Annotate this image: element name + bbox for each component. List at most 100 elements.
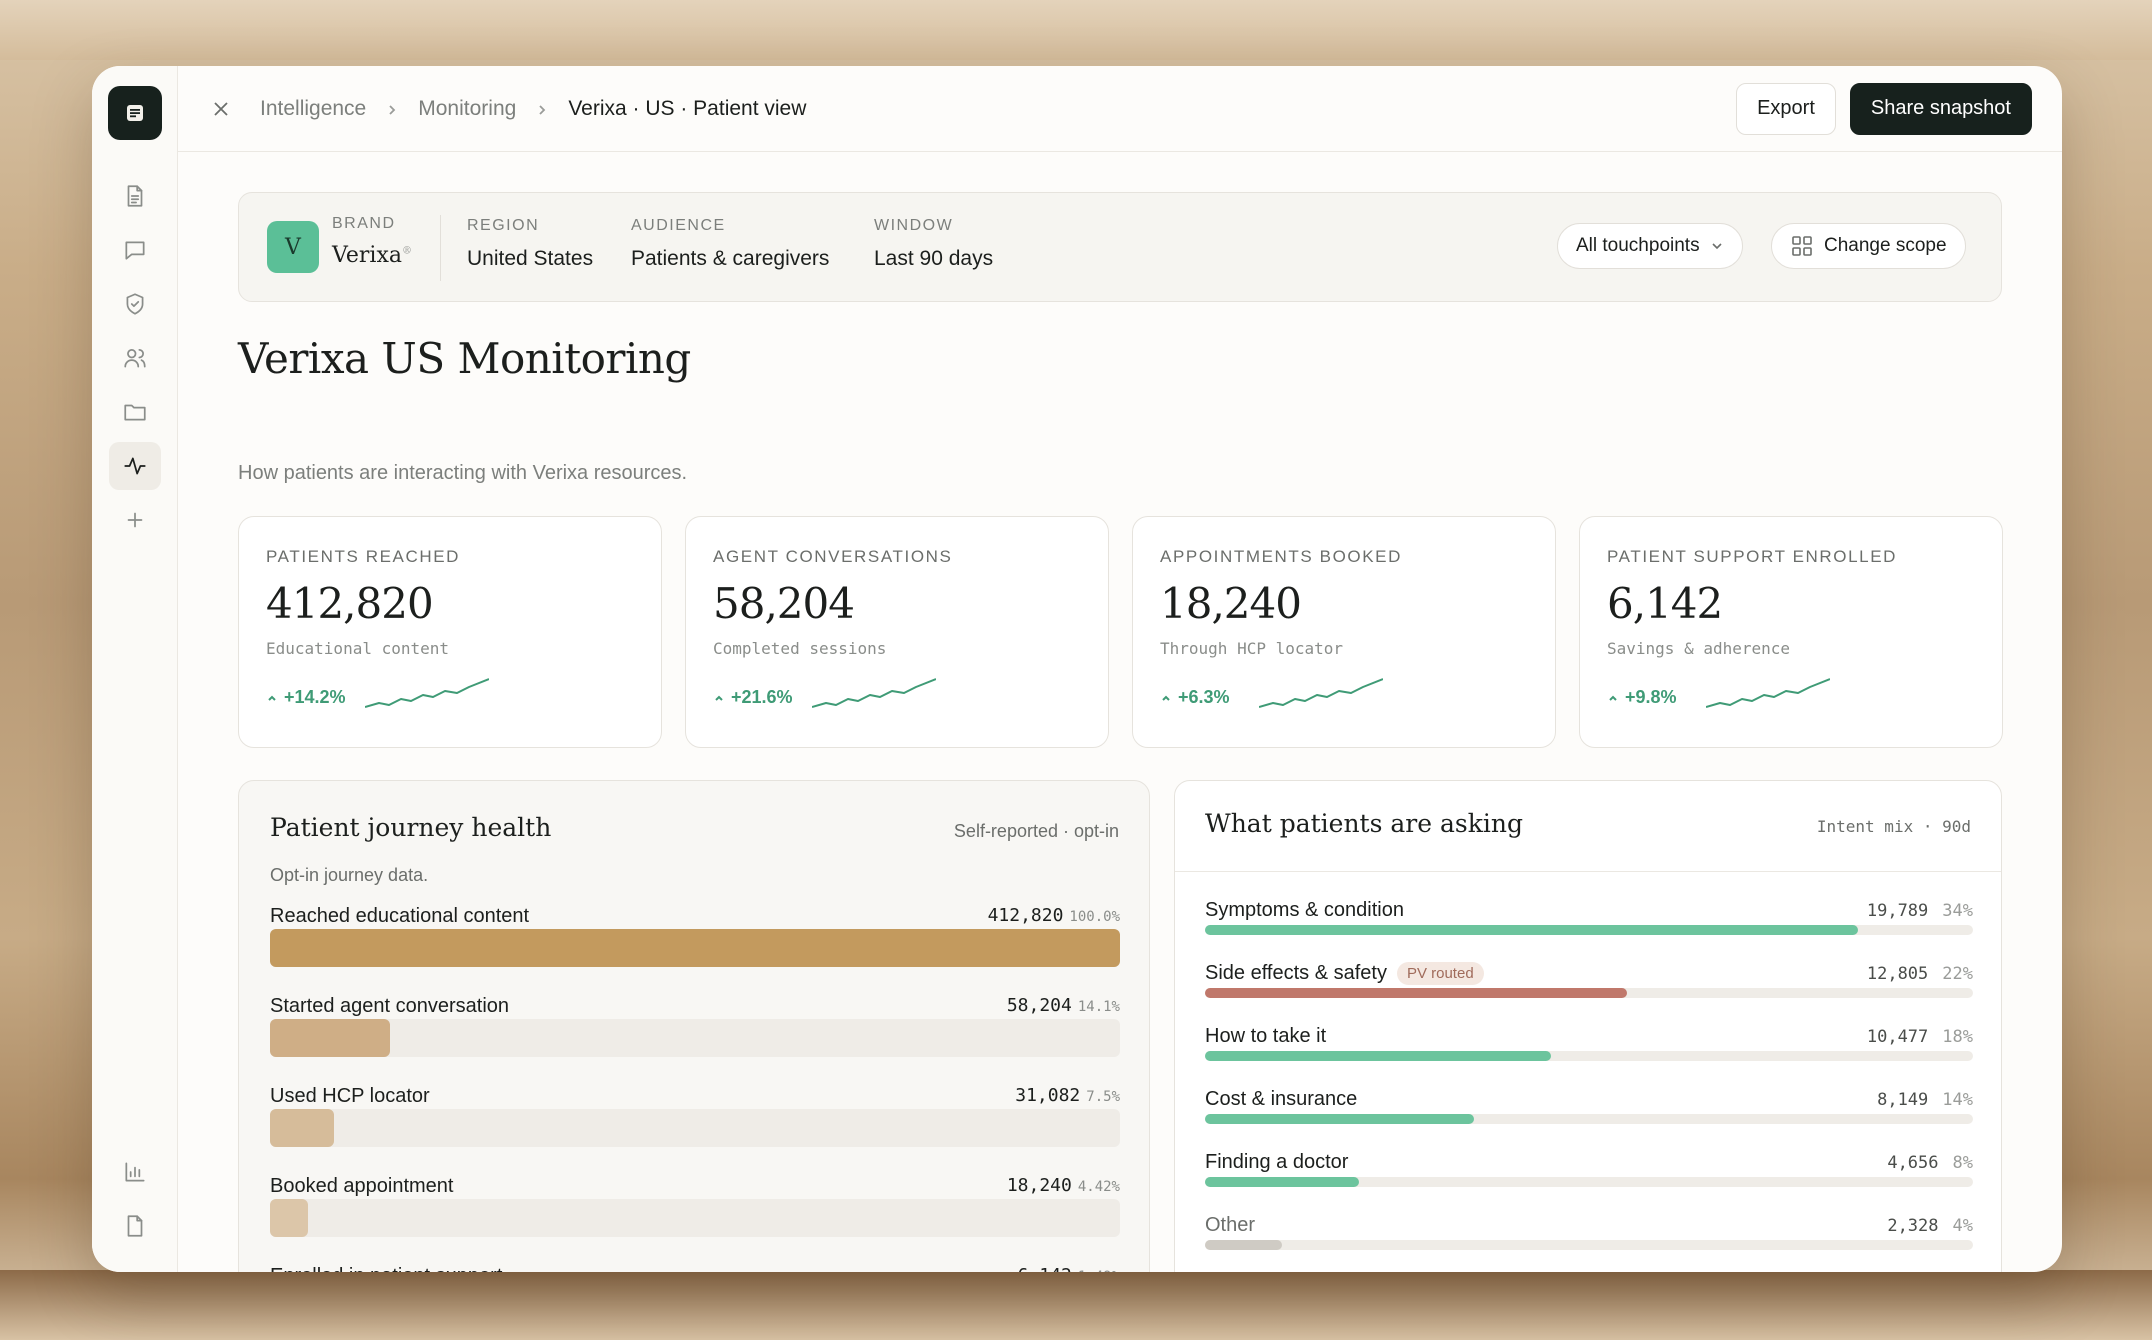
intent-bar-track [1205, 925, 1973, 935]
kpi-delta: +21.6% [713, 687, 793, 708]
kpi-label: APPOINTMENTS BOOKED [1160, 547, 1402, 566]
breadcrumb-current: Verixa · US · Patient view [568, 96, 807, 120]
intent-row[interactable]: Finding a doctor 4,656 8% [1205, 1151, 1973, 1211]
close-button[interactable] [208, 96, 234, 122]
journey-bar-track [270, 1199, 1120, 1237]
intent-bar-fill [1205, 1240, 1282, 1250]
journey-row-count: 31,082 7.5% [1015, 1085, 1120, 1106]
journey-row: Booked appointment 18,240 4.42% [270, 1175, 1120, 1255]
sidebar-item-conversations[interactable] [109, 226, 161, 274]
sidebar-item-analytics[interactable] [109, 1148, 161, 1196]
folder-icon [124, 404, 146, 421]
intent-row-count: 4,656 8% [1887, 1153, 1973, 1173]
intent-row[interactable]: Symptoms & condition 19,789 34% [1205, 899, 1973, 959]
scope-bar: V BRAND Verixa® REGION United States AUD… [238, 192, 2002, 302]
intent-row-label: How to take it [1205, 1025, 1327, 1047]
intent-row[interactable]: Other 2,328 4% [1205, 1214, 1973, 1272]
intent-row-label: Side effects & safety PV routed [1205, 962, 1484, 985]
divider [440, 215, 441, 281]
asking-panel: What patients are asking Intent mix · 90… [1174, 780, 2002, 1272]
topbar: Intelligence Monitoring Verixa · US · Pa… [178, 66, 2062, 152]
journey-bar-track [270, 1019, 1120, 1057]
sidebar-item-add[interactable] [109, 496, 161, 544]
journey-row-label: Booked appointment [270, 1175, 454, 1197]
sidebar-item-monitoring[interactable] [109, 442, 161, 490]
kpi-value: 412,820 [266, 579, 434, 628]
journey-row-count: 412,820 100.0% [987, 905, 1120, 926]
touchpoints-dropdown[interactable]: All touchpoints [1557, 223, 1743, 269]
window-value: Last 90 days [874, 247, 994, 270]
kpi-note: Savings & adherence [1607, 639, 1791, 658]
export-button[interactable]: Export [1736, 82, 1836, 135]
intent-row[interactable]: Cost & insurance 8,149 14% [1205, 1088, 1973, 1148]
asking-meta: Intent mix · 90d [1816, 817, 1971, 836]
region-label: REGION [467, 217, 540, 234]
intent-bar-track [1205, 1240, 1973, 1250]
asking-title: What patients are asking [1205, 809, 1523, 838]
journey-row-label: Reached educational content [270, 905, 530, 927]
change-scope-label: Change scope [1824, 235, 1947, 256]
intent-bar-fill [1205, 1051, 1551, 1061]
change-scope-button[interactable]: Change scope [1771, 223, 1966, 269]
sidebar-item-documents[interactable] [109, 172, 161, 220]
audience-value: Patients & caregivers [631, 247, 830, 270]
intent-row[interactable]: How to take it 10,477 18% [1205, 1025, 1973, 1085]
kpi-card-patient-support[interactable]: PATIENT SUPPORT ENROLLED 6,142 Savings &… [1579, 516, 2003, 748]
share-snapshot-button[interactable]: Share snapshot [1849, 82, 2032, 135]
sidebar-item-safety[interactable] [109, 280, 161, 328]
intent-row-count: 12,805 22% [1866, 964, 1973, 984]
page-title: Verixa US Monitoring [238, 334, 691, 383]
app-logo[interactable] [108, 86, 162, 140]
region-value: United States [467, 247, 594, 270]
breadcrumb-monitoring[interactable]: Monitoring [418, 96, 517, 120]
sidebar-item-files[interactable] [109, 1202, 161, 1250]
breadcrumb-intelligence[interactable]: Intelligence [260, 96, 367, 120]
activity-icon [124, 457, 146, 475]
kpi-delta: +6.3% [1160, 687, 1230, 708]
journey-row-count: 58,204 14.1% [1006, 995, 1120, 1016]
intent-bar-fill [1205, 1114, 1474, 1124]
users-icon [124, 349, 146, 368]
intent-bar-fill [1205, 1177, 1359, 1187]
journey-bar-track [270, 929, 1120, 967]
kpi-card-patients-reached[interactable]: PATIENTS REACHED 412,820 Educational con… [238, 516, 662, 748]
intent-row-count: 2,328 4% [1887, 1216, 1973, 1236]
chevron-right-icon [386, 103, 398, 115]
brand-name: Verixa® [332, 243, 412, 268]
document-icon [127, 185, 143, 207]
journey-row: Used HCP locator 31,082 7.5% [270, 1085, 1120, 1165]
sparkline [1706, 678, 1830, 708]
sidebar [92, 66, 178, 1272]
journey-bar-fill [270, 1019, 390, 1057]
journey-row: Enrolled in patient support 6,1421.49% [270, 1265, 1120, 1272]
kpi-label: AGENT CONVERSATIONS [713, 547, 953, 566]
journey-row: Started agent conversation 58,204 14.1% [270, 995, 1120, 1075]
journey-row-label: Used HCP locator [270, 1085, 430, 1107]
chevron-up-icon [268, 695, 276, 701]
journey-panel: Patient journey health Self-reported · o… [238, 780, 1150, 1272]
bar-chart-icon [125, 1162, 145, 1182]
journey-title: Patient journey health [270, 813, 552, 842]
chat-icon [125, 241, 145, 260]
kpi-delta: +9.8% [1607, 687, 1677, 708]
intent-bar-track [1205, 1114, 1973, 1124]
journey-row-label: Started agent conversation [270, 995, 510, 1017]
kpi-card-appointments-booked[interactable]: APPOINTMENTS BOOKED 18,240 Through HCP l… [1132, 516, 1556, 748]
sidebar-item-folders[interactable] [109, 388, 161, 436]
journey-meta: Self-reported · opt-in [953, 821, 1119, 841]
intent-row-label: Other [1205, 1214, 1256, 1236]
kpi-delta: +14.2% [266, 687, 346, 708]
sparkline [1259, 678, 1383, 708]
kpi-value: 18,240 [1160, 579, 1302, 628]
sidebar-item-people[interactable] [109, 334, 161, 382]
kpi-value: 6,142 [1607, 579, 1723, 628]
intent-bar-track [1205, 1177, 1973, 1187]
journey-bar-fill [270, 1199, 308, 1237]
kpi-card-agent-conversations[interactable]: AGENT CONVERSATIONS 58,204 Completed ses… [685, 516, 1109, 748]
divider [1175, 871, 2001, 872]
intent-row[interactable]: Side effects & safety PV routed 12,805 22% [1205, 962, 1973, 1022]
chevron-up-icon [1609, 695, 1617, 701]
intent-row-label: Cost & insurance [1205, 1088, 1358, 1110]
close-icon [214, 101, 228, 116]
sparkline [365, 678, 489, 708]
